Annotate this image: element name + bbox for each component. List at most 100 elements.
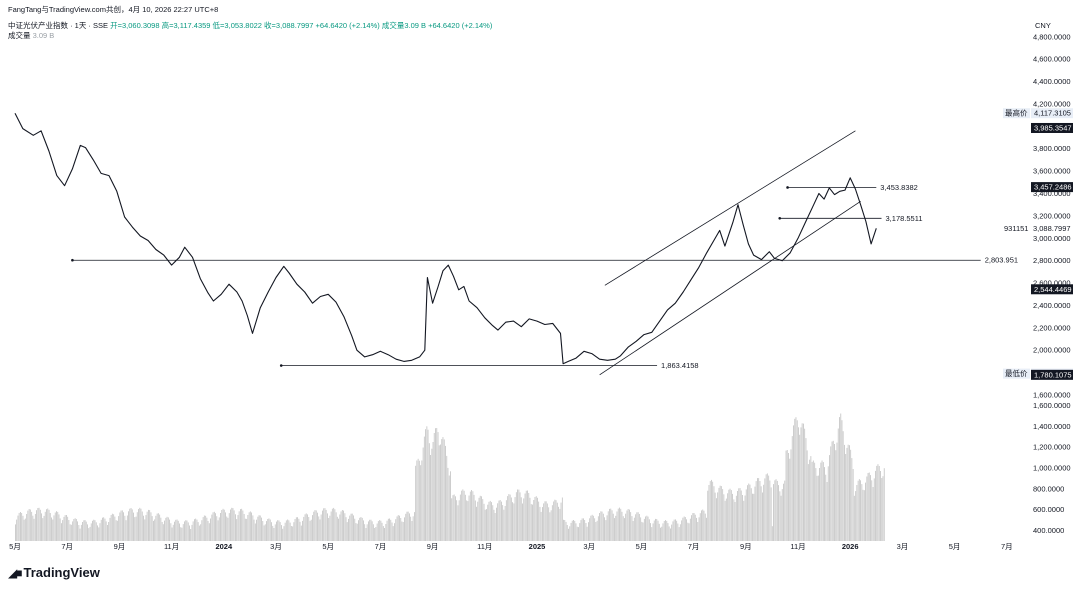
volume-bar — [58, 514, 60, 541]
volume-bar — [20, 512, 21, 541]
volume-bar — [150, 512, 152, 541]
volume-bar — [624, 518, 625, 541]
volume-bar — [141, 511, 143, 541]
price-tag-bottom-bg — [1031, 369, 1073, 380]
volume-bar — [248, 512, 250, 541]
volume-bar — [642, 522, 644, 541]
volume-bar — [339, 514, 341, 541]
volume-bar — [538, 501, 540, 541]
volume-bar — [88, 528, 90, 541]
volume-bar — [708, 485, 710, 541]
volume-bar — [830, 446, 832, 541]
volume-bar — [689, 518, 691, 541]
volume-bar — [170, 523, 172, 541]
volume-bar — [522, 503, 523, 541]
volume-bar — [461, 490, 463, 541]
volume-bar — [586, 526, 588, 541]
volume-bar — [745, 489, 747, 541]
volume-bar — [23, 519, 25, 541]
volume-bar — [609, 508, 610, 541]
volume-bar — [39, 509, 41, 541]
volume-bar — [225, 512, 226, 541]
volume-bar — [527, 490, 528, 541]
volume-bar — [519, 492, 521, 541]
volume-bar — [759, 481, 761, 541]
volume-tick-label: 800.0000 — [1033, 484, 1064, 493]
volume-bar — [253, 519, 255, 541]
volume-bar — [297, 517, 298, 541]
volume-bar — [414, 512, 415, 541]
volume-bar — [698, 517, 700, 541]
volume-bar — [711, 479, 712, 541]
volume-bar — [764, 478, 766, 541]
volume-bar — [559, 508, 561, 541]
volume-bar — [554, 499, 556, 541]
x-tick-label: 5月 — [322, 542, 334, 551]
volume-bar — [217, 520, 219, 541]
volume-bar — [800, 427, 802, 541]
volume-bar — [133, 512, 134, 541]
volume-bar — [875, 470, 876, 541]
volume-bar — [735, 495, 737, 541]
volume-bar — [251, 512, 252, 541]
volume-bar — [315, 510, 317, 541]
channel-line-upper — [604, 130, 856, 286]
volume-bar — [570, 522, 572, 541]
volume-bar — [206, 517, 208, 541]
volume-bar — [563, 519, 564, 541]
volume-bar — [769, 480, 771, 541]
volume-bar — [84, 520, 86, 541]
volume-bar — [438, 445, 440, 541]
volume-bar — [633, 517, 635, 541]
volume-bar — [195, 518, 197, 541]
volume-bar — [33, 518, 35, 541]
x-tick-label: 2024 — [215, 542, 233, 551]
volume-bar — [780, 495, 782, 541]
volume-bar — [85, 521, 87, 541]
volume-bar — [484, 509, 486, 541]
volume-bar — [333, 507, 335, 541]
volume-bar — [548, 507, 550, 541]
volume-bar — [550, 510, 552, 541]
volume-bar — [34, 514, 36, 541]
volume-bar — [488, 501, 490, 541]
volume-bar — [701, 510, 702, 541]
volume-bar — [24, 518, 26, 541]
volume-bar — [692, 513, 694, 541]
volume-bar — [294, 519, 296, 541]
volume-bar — [16, 519, 18, 541]
volume-bar — [497, 503, 499, 541]
volume-bar — [143, 515, 144, 541]
volume-bar — [753, 493, 755, 541]
volume-bar — [617, 508, 619, 541]
volume-bar — [592, 515, 594, 541]
volume-bar — [503, 509, 505, 541]
volume-bar — [276, 521, 277, 541]
volume-bar — [872, 487, 874, 541]
volume-bar — [713, 486, 715, 541]
volume-bar — [636, 512, 638, 541]
volume-bar — [156, 513, 158, 541]
volume-bar — [140, 508, 142, 541]
volume-bar — [629, 509, 630, 541]
volume-bar — [175, 519, 177, 541]
volume-bar — [67, 516, 69, 541]
volume-bar — [212, 512, 214, 541]
volume-bar — [437, 432, 439, 541]
volume-bar — [241, 508, 243, 541]
volume-bar — [172, 524, 174, 541]
volume-bar — [56, 511, 57, 541]
price-tick-label: 4,800.0000 — [1033, 32, 1071, 41]
volume-bar — [564, 520, 566, 541]
volume-bar — [200, 524, 202, 541]
price-tick-label: 4,200.0000 — [1033, 99, 1071, 108]
volume-bar — [268, 518, 270, 541]
volume-bar — [729, 488, 731, 541]
x-tick-label: 5月 — [636, 542, 648, 551]
volume-bar — [534, 497, 536, 541]
volume-bar — [348, 518, 349, 541]
volume-bar — [207, 521, 209, 541]
volume-bar — [201, 520, 203, 541]
volume-bar — [811, 461, 813, 541]
